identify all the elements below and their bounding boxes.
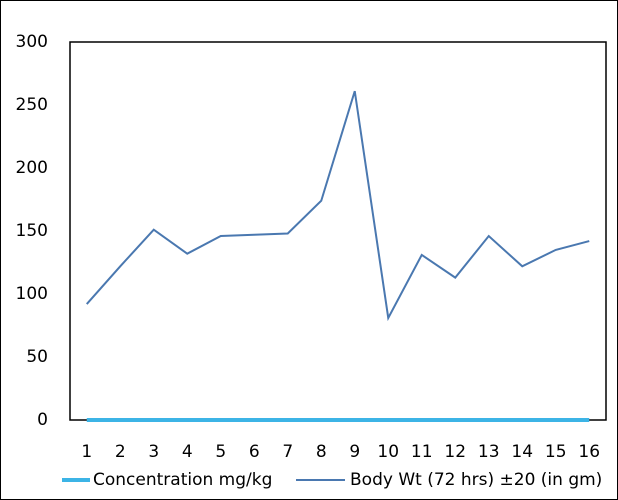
x-tick-label: 7	[282, 442, 293, 462]
y-tick-label: 100	[16, 284, 48, 304]
x-tick-label: 1	[81, 442, 92, 462]
series-line	[86, 90, 590, 322]
y-tick-label: 200	[16, 158, 48, 178]
x-tick-label: 11	[411, 442, 433, 462]
y-tick-label: 150	[16, 221, 48, 241]
x-tick-label: 14	[511, 442, 533, 462]
legend-label: Concentration mg/kg	[93, 470, 272, 490]
x-tick-label: 10	[377, 442, 399, 462]
x-tick-label: 12	[444, 442, 466, 462]
x-tick-label: 15	[545, 442, 567, 462]
x-tick-label: 16	[578, 442, 600, 462]
x-tick-label: 6	[249, 442, 260, 462]
x-tick-label: 8	[316, 442, 327, 462]
x-tick-label: 4	[182, 442, 193, 462]
y-tick-label: 50	[26, 347, 48, 367]
legend-label: Body Wt (72 hrs) ±20 (in gm)	[350, 470, 602, 490]
x-tick-label: 2	[115, 442, 126, 462]
x-tick-label: 9	[349, 442, 360, 462]
y-tick-label: 300	[16, 32, 48, 52]
x-tick-label: 3	[148, 442, 159, 462]
x-tick-label: 13	[478, 442, 500, 462]
y-tick-label: 250	[16, 95, 48, 115]
x-tick-label: 5	[215, 442, 226, 462]
y-tick-label: 0	[37, 410, 48, 430]
